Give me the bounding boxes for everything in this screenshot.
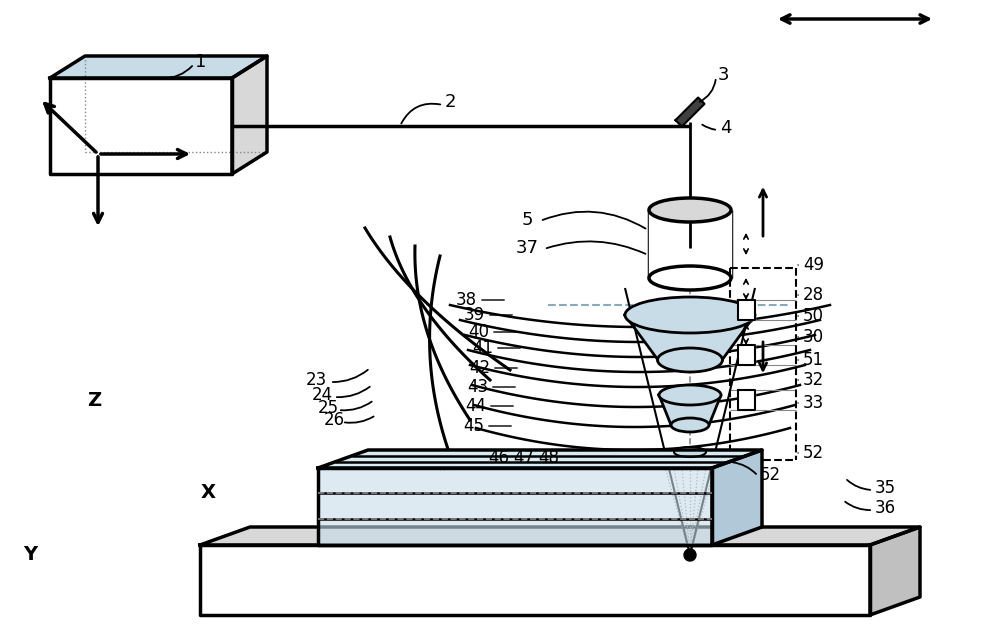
Ellipse shape bbox=[649, 266, 731, 290]
Text: Y: Y bbox=[23, 545, 37, 565]
Text: 26: 26 bbox=[324, 411, 345, 429]
Polygon shape bbox=[659, 395, 721, 425]
Text: 51: 51 bbox=[803, 351, 824, 369]
Text: 47: 47 bbox=[513, 449, 534, 467]
Text: 33: 33 bbox=[803, 394, 824, 412]
Text: 49: 49 bbox=[803, 256, 824, 274]
Polygon shape bbox=[625, 315, 755, 360]
Polygon shape bbox=[649, 210, 731, 278]
Text: 5: 5 bbox=[522, 211, 534, 229]
Text: X: X bbox=[201, 482, 216, 502]
Text: 52: 52 bbox=[760, 466, 781, 484]
Ellipse shape bbox=[649, 198, 731, 222]
Polygon shape bbox=[200, 527, 920, 545]
Text: 24: 24 bbox=[312, 386, 333, 404]
Polygon shape bbox=[870, 527, 920, 615]
Text: 38: 38 bbox=[456, 291, 477, 309]
Text: 3: 3 bbox=[718, 66, 730, 84]
Text: 39: 39 bbox=[464, 306, 485, 324]
Text: 30: 30 bbox=[803, 328, 824, 346]
Polygon shape bbox=[50, 78, 232, 174]
Text: 1: 1 bbox=[195, 53, 206, 71]
Text: 48: 48 bbox=[538, 449, 559, 467]
Polygon shape bbox=[738, 345, 755, 365]
Polygon shape bbox=[318, 468, 712, 545]
Text: 46: 46 bbox=[488, 449, 509, 467]
Text: 40: 40 bbox=[468, 323, 489, 341]
Polygon shape bbox=[738, 300, 755, 320]
Text: 25: 25 bbox=[318, 399, 339, 417]
Text: 23: 23 bbox=[306, 371, 327, 389]
Text: 41: 41 bbox=[472, 339, 493, 357]
Polygon shape bbox=[318, 450, 762, 468]
Text: 28: 28 bbox=[803, 286, 824, 304]
Text: 2: 2 bbox=[445, 93, 456, 111]
Text: Z: Z bbox=[87, 390, 101, 410]
Ellipse shape bbox=[674, 447, 706, 457]
Text: 36: 36 bbox=[875, 499, 896, 517]
Text: 50: 50 bbox=[803, 307, 824, 325]
Text: 37: 37 bbox=[516, 239, 539, 257]
Text: 42: 42 bbox=[469, 359, 490, 377]
Ellipse shape bbox=[671, 418, 709, 432]
Text: 45: 45 bbox=[463, 417, 484, 435]
Text: 35: 35 bbox=[875, 479, 896, 497]
Polygon shape bbox=[50, 56, 267, 78]
Text: 4: 4 bbox=[720, 119, 732, 137]
Polygon shape bbox=[200, 545, 870, 615]
Text: 44: 44 bbox=[465, 397, 486, 415]
Text: 52: 52 bbox=[803, 444, 824, 462]
Polygon shape bbox=[712, 450, 762, 545]
Polygon shape bbox=[676, 97, 704, 126]
Text: 43: 43 bbox=[467, 378, 488, 396]
Polygon shape bbox=[232, 56, 267, 174]
Ellipse shape bbox=[658, 348, 722, 372]
Text: 32: 32 bbox=[803, 371, 824, 389]
Ellipse shape bbox=[625, 297, 755, 333]
Ellipse shape bbox=[659, 385, 721, 405]
Circle shape bbox=[684, 549, 696, 561]
Polygon shape bbox=[738, 390, 755, 410]
